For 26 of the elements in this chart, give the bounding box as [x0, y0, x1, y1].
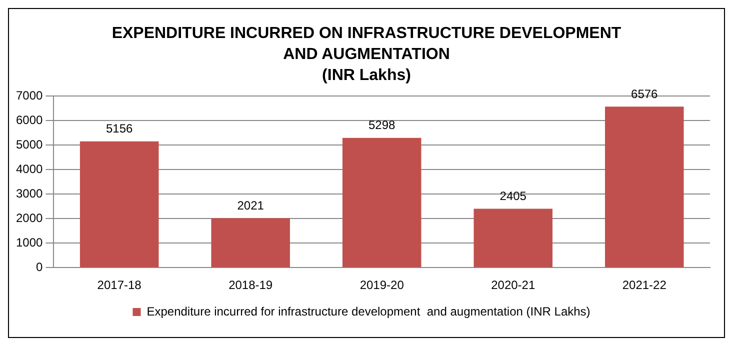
data-label: 2021 [237, 198, 264, 212]
y-tick-label: 7000 [16, 88, 44, 103]
data-label: 5298 [368, 118, 396, 132]
bar [80, 141, 159, 268]
y-tick-label: 2000 [16, 210, 44, 225]
bar [211, 218, 290, 268]
y-tick-label: 1000 [16, 235, 44, 250]
y-tick-label: 5000 [16, 137, 44, 152]
bar [604, 106, 684, 268]
x-tick-label: 2020-21 [491, 278, 536, 292]
data-label: 5156 [106, 122, 133, 136]
y-tick-label: 0 [36, 260, 44, 274]
chart-subtitle: (INR Lakhs) [321, 66, 412, 86]
x-tick-label: 2017-18 [97, 278, 142, 292]
y-tick-label: 6000 [16, 113, 44, 127]
x-tick-label: 2021-22 [622, 278, 667, 292]
y-tick-label: 3000 [16, 186, 44, 200]
chart-title: EXPENDITURE INCURRED ON INFRASTRUCTURE DEVELOPMENT AND AUGMENTATION [110, 24, 622, 65]
data-label: 6576 [631, 86, 658, 101]
data-label: 2405 [500, 189, 527, 204]
bar [474, 208, 552, 268]
legend-label: Expenditure incurred for infrastructure development and augmentation (INR Lakhs) [146, 304, 590, 318]
bar [342, 138, 422, 268]
y-tick-label: 4000 [16, 162, 44, 176]
x-tick-label: 2019-20 [360, 278, 404, 292]
x-tick-label: 2018-19 [228, 278, 273, 292]
